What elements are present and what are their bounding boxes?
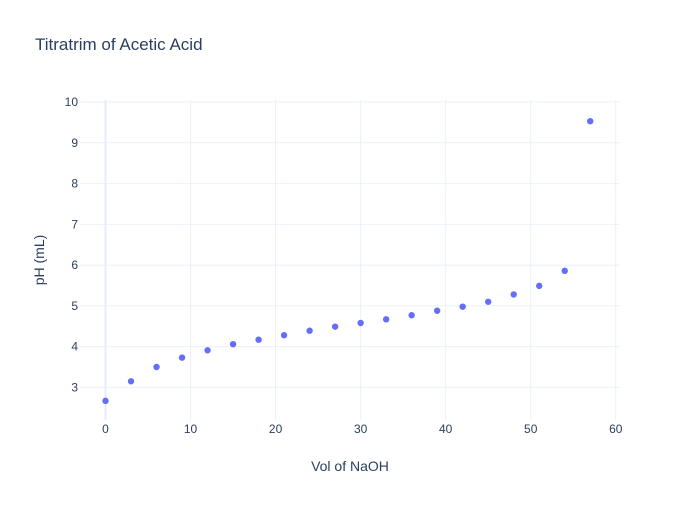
x-tick-label: 50 [524, 422, 538, 436]
data-point[interactable] [178, 354, 186, 361]
y-tick-label: 8 [71, 177, 78, 191]
data-point[interactable] [331, 323, 339, 330]
data-point[interactable] [408, 312, 415, 319]
x-tick-label: 30 [354, 422, 368, 436]
y-tick-label: 7 [71, 217, 78, 231]
chart-title: Titratrim of Acetic Acid [35, 35, 203, 54]
data-point[interactable] [536, 282, 543, 290]
data-point[interactable] [433, 307, 441, 314]
data-point[interactable] [102, 397, 109, 405]
data-point[interactable] [484, 298, 492, 305]
data-point[interactable] [204, 347, 211, 354]
x-axis-ticks: 0 10 20 30 40 50 60 [102, 422, 623, 436]
x-tick-label: 0 [102, 422, 109, 436]
data-point[interactable] [459, 303, 466, 310]
data-point[interactable] [280, 332, 288, 339]
grid [80, 100, 620, 420]
data-point[interactable] [153, 363, 160, 371]
y-tick-label: 3 [71, 380, 78, 394]
data-point[interactable] [382, 316, 390, 323]
x-tick-label: 10 [184, 422, 198, 436]
data-point[interactable] [306, 327, 313, 334]
data-point[interactable] [510, 291, 517, 298]
data-point[interactable] [587, 117, 594, 125]
y-tick-label: 6 [71, 258, 78, 272]
y-tick-label: 4 [71, 340, 78, 354]
x-axis-title: Vol of NaOH [311, 458, 389, 474]
x-tick-label: 60 [609, 422, 623, 436]
data-point[interactable] [255, 336, 262, 343]
y-tick-label: 9 [71, 136, 78, 150]
y-tick-label: 5 [71, 299, 78, 313]
data-point[interactable] [127, 378, 135, 385]
y-tick-label: 10 [65, 95, 79, 109]
data-point[interactable] [229, 340, 237, 348]
data-point[interactable] [357, 319, 364, 327]
y-axis-ticks: 3 4 5 6 7 8 9 10 [65, 95, 79, 394]
x-tick-label: 20 [269, 422, 283, 436]
data-points[interactable] [102, 117, 594, 405]
data-point[interactable] [561, 267, 568, 275]
x-tick-label: 40 [439, 422, 453, 436]
y-axis-title: pH (mL) [31, 235, 47, 286]
